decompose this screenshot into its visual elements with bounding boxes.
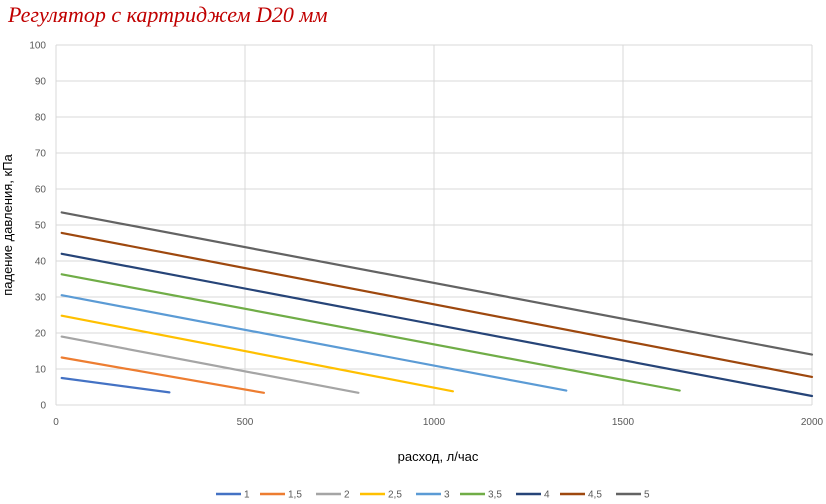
x-tick-label: 1000	[423, 417, 446, 428]
legend: 1 1,5 2 2,5 3 3,5 4 4,5 5	[216, 490, 650, 501]
x-tick-label: 0	[53, 417, 59, 428]
y-tick-label: 40	[35, 257, 47, 268]
series-line-9	[60, 211, 814, 356]
y-tick-label: 30	[35, 293, 47, 304]
series-line-1	[60, 376, 171, 394]
x-axis-label: расход, л/час	[398, 449, 479, 464]
x-tick-label: 500	[237, 417, 254, 428]
series-line-3	[60, 335, 360, 394]
y-tick-label: 80	[35, 113, 47, 124]
x-tick-label: 1500	[612, 417, 635, 428]
y-axis-label: падение давления, кПа	[0, 153, 15, 295]
legend-label: 1	[244, 490, 250, 501]
y-tick-label: 60	[35, 185, 47, 196]
chart-title: Регулятор с картриджем D20 мм	[8, 2, 328, 27]
gridlines	[55, 44, 813, 406]
legend-item: 1,5	[260, 490, 302, 501]
y-tick-label: 20	[35, 329, 47, 340]
y-tick-label: 0	[40, 401, 46, 412]
legend-label: 3	[444, 490, 450, 501]
series-line-4	[60, 314, 454, 393]
y-tick-label: 10	[35, 365, 47, 376]
legend-item: 5	[616, 490, 650, 501]
legend-item: 2	[316, 490, 350, 501]
y-tick-label: 70	[35, 149, 47, 160]
series-line-6	[60, 273, 681, 392]
series-lines	[60, 211, 814, 398]
x-tick-label: 2000	[801, 417, 824, 428]
y-tick-label: 50	[35, 221, 47, 232]
legend-item: 3,5	[460, 490, 502, 501]
legend-label: 2,5	[388, 490, 402, 501]
series-line-8	[60, 231, 814, 378]
y-tick-label: 100	[29, 41, 46, 52]
legend-label: 1,5	[288, 490, 302, 501]
series-line-5	[60, 294, 568, 392]
legend-label: 4,5	[588, 490, 602, 501]
legend-item: 2,5	[360, 490, 402, 501]
series-line-2	[60, 356, 265, 394]
x-axis-ticks: 0 500 1000 1500 2000	[53, 417, 823, 428]
legend-label: 2	[344, 490, 350, 501]
legend-label: 3,5	[488, 490, 502, 501]
legend-item: 4	[516, 490, 550, 501]
legend-item: 4,5	[560, 490, 602, 501]
legend-item: 3	[416, 490, 450, 501]
series-line-7	[60, 252, 814, 398]
legend-label: 4	[544, 490, 550, 501]
y-tick-label: 90	[35, 77, 47, 88]
legend-item: 1	[216, 490, 250, 501]
legend-label: 5	[644, 490, 650, 501]
y-axis-ticks: 0 10 20 30 40 50 60 70 80 90 100	[29, 41, 46, 412]
